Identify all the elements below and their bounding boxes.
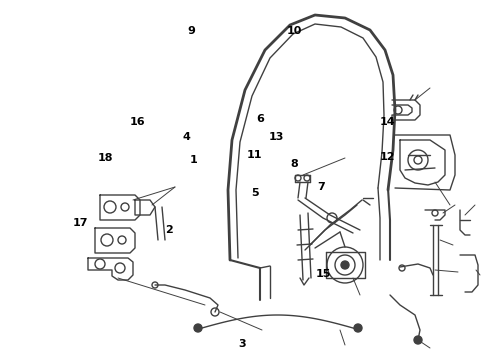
Text: 11: 11 — [247, 150, 263, 160]
Text: 6: 6 — [256, 114, 264, 124]
Text: 2: 2 — [165, 225, 173, 235]
Text: 13: 13 — [269, 132, 285, 142]
Text: 15: 15 — [316, 269, 331, 279]
Circle shape — [194, 324, 202, 332]
Text: 17: 17 — [73, 218, 89, 228]
Text: 14: 14 — [379, 117, 395, 127]
Circle shape — [341, 261, 349, 269]
Text: 12: 12 — [379, 152, 395, 162]
Text: 8: 8 — [290, 159, 298, 169]
Circle shape — [414, 336, 422, 344]
Text: 9: 9 — [187, 26, 195, 36]
Text: 3: 3 — [239, 339, 246, 349]
Text: 1: 1 — [190, 155, 197, 165]
Circle shape — [354, 324, 362, 332]
Text: 7: 7 — [317, 182, 325, 192]
Text: 16: 16 — [129, 117, 145, 127]
Text: 5: 5 — [251, 188, 259, 198]
Text: 18: 18 — [98, 153, 113, 163]
Text: 10: 10 — [286, 26, 302, 36]
Text: 4: 4 — [182, 132, 190, 142]
